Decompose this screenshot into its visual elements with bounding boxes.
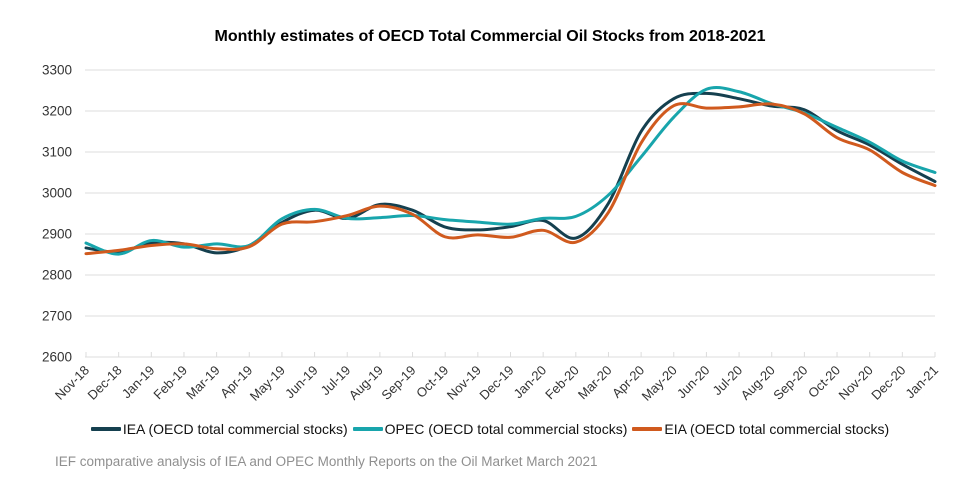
legend-swatch-eia — [632, 427, 663, 431]
legend-swatch-opec — [352, 427, 383, 431]
y-axis-label-3000: 3000 — [42, 186, 72, 201]
legend-swatch-iea — [90, 427, 121, 431]
x-axis-label-Nov-19: Nov-19 — [444, 363, 484, 403]
x-axis-label-Mar-19: Mar-19 — [183, 363, 223, 403]
x-axis-label-Dec-18: Dec-18 — [85, 363, 125, 403]
y-axis-label-2700: 2700 — [42, 309, 72, 324]
x-axis-label-Feb-20: Feb-20 — [542, 363, 582, 403]
x-axis-label-Nov-18: Nov-18 — [52, 363, 92, 403]
x-axis-label-Jan-21: Jan-21 — [902, 363, 941, 402]
y-axis-label-2900: 2900 — [42, 227, 72, 242]
x-axis-label-Nov-20: Nov-20 — [836, 363, 876, 403]
x-axis-label-May-19: May-19 — [247, 363, 288, 404]
source-note: IEF comparative analysis of IEA and OPEC… — [55, 454, 598, 469]
y-axis-label-3300: 3300 — [42, 63, 72, 78]
series-line-iea — [84, 91, 937, 255]
legend-item-opec: OPEC (OECD total commercial stocks) — [352, 421, 628, 437]
y-axis-label-2800: 2800 — [42, 268, 72, 283]
series-line-eia — [84, 102, 937, 256]
x-axis-label-Sep-20: Sep-20 — [770, 363, 810, 403]
x-axis-label-Dec-20: Dec-20 — [868, 363, 908, 403]
y-axis-label-3100: 3100 — [42, 145, 72, 160]
x-axis-label-Dec-19: Dec-19 — [476, 363, 516, 403]
legend-item-eia: EIA (OECD total commercial stocks) — [632, 421, 889, 437]
legend-label-opec: OPEC (OECD total commercial stocks) — [384, 421, 628, 437]
x-axis-label-May-20: May-20 — [639, 363, 680, 404]
y-axis-label-3200: 3200 — [42, 104, 72, 119]
x-axis-label-Feb-19: Feb-19 — [150, 363, 190, 403]
x-axis-label-Mar-20: Mar-20 — [575, 363, 615, 403]
legend-item-iea: IEA (OECD total commercial stocks) — [90, 421, 348, 437]
legend-label-iea: IEA (OECD total commercial stocks) — [122, 421, 348, 437]
y-axis-label-2600: 2600 — [42, 350, 72, 365]
chart-legend: IEA (OECD total commercial stocks) OPEC (… — [0, 421, 980, 437]
x-axis-label-Jun-19: Jun-19 — [282, 363, 321, 402]
x-axis-label-Jun-20: Jun-20 — [674, 363, 713, 402]
legend-label-eia: EIA (OECD total commercial stocks) — [664, 421, 890, 437]
x-axis-label-Aug-19: Aug-19 — [346, 363, 386, 403]
chart-title: Monthly estimates of OECD Total Commerci… — [214, 28, 766, 45]
x-axis-label-Jan-20: Jan-20 — [511, 363, 550, 402]
x-axis-label-Jan-19: Jan-19 — [119, 363, 158, 402]
x-axis-label-Sep-19: Sep-19 — [378, 363, 418, 403]
x-axis-label-Aug-20: Aug-20 — [738, 363, 778, 403]
